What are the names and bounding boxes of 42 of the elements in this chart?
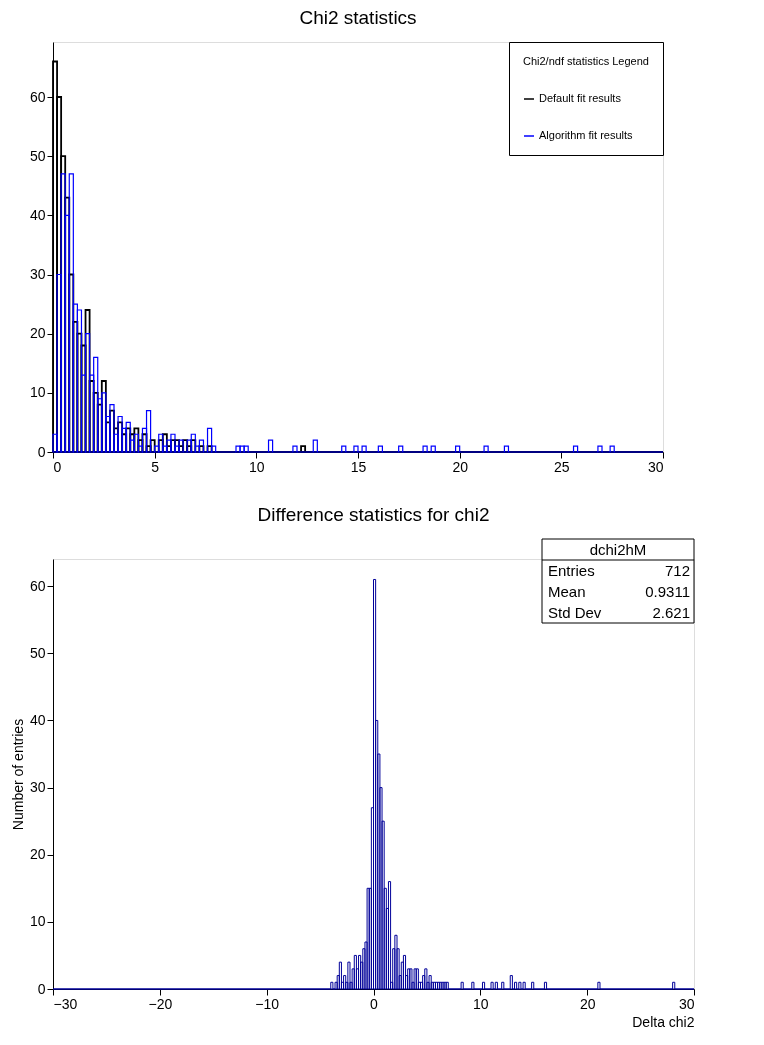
- x-tick-label: −20: [148, 995, 173, 1012]
- y-tick-label: 60: [29, 577, 46, 594]
- y-tick-label: 50: [29, 644, 46, 661]
- annotation: Mean: [548, 582, 586, 600]
- y-tick-label: 30: [29, 779, 46, 796]
- x-tick-label: 20: [452, 458, 469, 475]
- chart-title: Chi2 statistics: [299, 6, 417, 28]
- x-tick-label: 30: [678, 995, 695, 1012]
- annotation: Std Dev: [548, 603, 602, 621]
- y-tick-label: 10: [29, 913, 46, 930]
- x-tick-label: 15: [350, 458, 367, 475]
- x-axis-title: Delta chi2: [632, 1013, 695, 1030]
- y-tick-label: 50: [29, 147, 46, 164]
- annotation: Entries: [548, 561, 595, 579]
- y-axis-title: Number of entries: [9, 718, 26, 831]
- x-tick-label: 25: [554, 458, 570, 475]
- x-tick-label: 5: [151, 458, 160, 475]
- annotation: 712: [664, 561, 690, 579]
- text: dchi2hM: [589, 540, 647, 558]
- chart-title: Difference statistics for chi2: [257, 503, 490, 525]
- y-tick-label: 0: [37, 980, 46, 997]
- x-tick-label: 20: [579, 995, 596, 1012]
- annotation: 0.9311: [645, 582, 690, 600]
- x-tick-label: 30: [647, 458, 664, 475]
- x-tick-label: 10: [473, 995, 489, 1012]
- y-tick-label: 20: [29, 846, 46, 863]
- y-tick-label: 10: [29, 384, 46, 401]
- x-tick-label: 0: [53, 458, 62, 475]
- y-tick-label: 40: [29, 711, 46, 728]
- y-tick-label: 40: [29, 206, 46, 223]
- y-tick-label: 0: [37, 443, 46, 460]
- x-tick-label: 10: [249, 458, 265, 475]
- x-tick-label: −10: [255, 995, 280, 1012]
- annotation: 2.621: [652, 603, 690, 621]
- y-tick-label: 30: [29, 266, 46, 283]
- legend-label: Default fit results: [539, 92, 622, 104]
- legend-title: Chi2/ndf statistics Legend: [523, 55, 649, 67]
- y-tick-label: 60: [29, 88, 46, 105]
- x-tick-label: 0: [370, 995, 379, 1012]
- legend-label: Algorithm fit results: [539, 129, 634, 141]
- y-tick-label: 20: [29, 325, 46, 342]
- x-tick-label: −30: [53, 995, 78, 1012]
